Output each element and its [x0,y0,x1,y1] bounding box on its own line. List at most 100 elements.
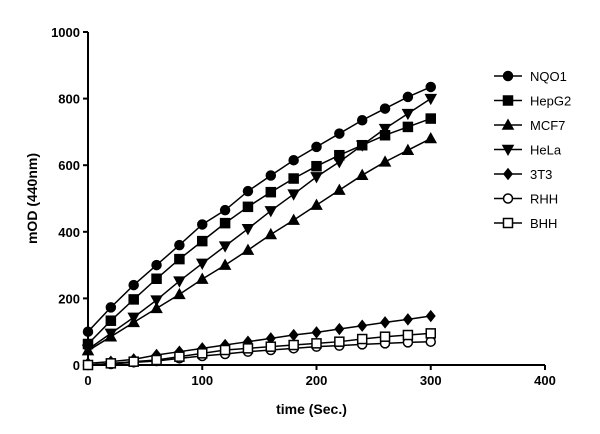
legend-marker-HepG2 [502,95,514,106]
data-point-BHH [219,344,231,356]
data-point-NQO1 [242,185,254,197]
data-point-MCF7 [218,258,232,270]
series-line-HepG2 [87,117,432,345]
data-point-BHH [265,341,277,352]
data-point-HeLa [424,93,438,106]
data-point-NQO1 [311,141,322,153]
data-point-3T3 [334,322,345,336]
legend-marker-MCF7 [501,118,515,130]
data-point-HeLa [173,276,186,288]
data-point-HeLa [378,123,392,136]
data-point-3T3 [311,326,322,339]
legend-label: BHH [530,216,557,231]
data-point-BHH [242,343,254,354]
data-point-BHH [334,336,345,347]
data-point-HeLa [333,157,346,169]
data-point-HeLa [355,140,369,152]
legend-label: NQO1 [530,69,567,84]
x-axis-label: time (Sec.) [276,401,347,417]
data-point-HepG2 [128,294,139,305]
data-point-HeLa [287,189,300,201]
data-point-HepG2 [311,160,322,172]
data-point-HeLa [218,241,232,253]
series-line-HeLa [87,97,432,350]
data-point-HeLa [150,295,163,307]
x-tick-label: 200 [306,373,328,388]
y-tick-label: 400 [58,225,80,240]
data-point-3T3 [425,309,436,323]
data-point-HepG2 [402,121,414,133]
data-point-HepG2 [288,173,299,184]
data-point-BHH [128,356,139,367]
data-point-NQO1 [402,91,414,103]
data-point-BHH [311,338,322,349]
data-point-BHH [425,328,436,339]
data-point-MCF7 [355,168,369,180]
data-point-3T3 [380,316,391,329]
legend-label: HepG2 [530,94,571,109]
data-point-NQO1 [105,302,117,313]
data-point-BHH [379,331,391,342]
data-point-HepG2 [242,201,254,213]
data-point-BHH [174,351,185,362]
y-tick-label: 1000 [51,25,80,40]
data-point-MCF7 [241,243,255,255]
data-point-MCF7 [150,301,163,314]
data-point-HeLa [310,172,323,184]
legend-marker-HeLa [501,144,515,157]
legend-label: HeLa [530,143,562,158]
data-point-MCF7 [310,198,323,210]
data-point-NQO1 [219,204,231,216]
data-point-NQO1 [174,239,185,251]
data-point-BHH [82,359,94,371]
data-point-MCF7 [195,272,209,284]
legend-label: 3T3 [530,167,552,182]
series-line-MCF7 [87,137,432,352]
legend-marker-NQO1 [502,70,514,82]
data-point-NQO1 [334,128,345,139]
y-tick-label: 200 [58,291,80,306]
data-point-NQO1 [425,81,436,93]
legend-marker-BHH [502,217,514,229]
data-point-NQO1 [265,170,277,181]
data-point-NQO1 [288,154,299,166]
data-point-MCF7 [173,287,186,300]
data-point-MCF7 [333,183,346,195]
legend-label: MCF7 [530,118,565,133]
x-tick-label: 400 [534,373,556,388]
data-point-BHH [151,354,162,366]
data-point-HeLa [264,206,278,218]
data-point-MCF7 [378,155,392,167]
data-point-HeLa [401,108,415,121]
data-point-BHH [402,329,414,341]
data-point-NQO1 [128,279,139,291]
data-point-HepG2 [197,235,208,247]
y-tick-label: 600 [58,158,80,173]
data-point-BHH [288,339,299,351]
data-point-3T3 [402,313,413,326]
legend-marker-RHH [502,193,514,204]
data-point-BHH [105,358,117,369]
data-point-HepG2 [265,186,277,198]
data-point-NQO1 [379,103,391,114]
x-tick-label: 300 [420,373,442,388]
y-tick-label: 0 [73,358,80,373]
data-point-HeLa [81,344,95,356]
data-point-NQO1 [197,219,208,230]
data-point-HepG2 [105,315,117,326]
series-line-BHH [87,332,431,366]
data-point-3T3 [357,319,368,332]
series-line-RHH [87,340,431,366]
data-point-NQO1 [356,114,368,126]
data-point-HeLa [195,258,209,270]
data-point-HeLa [104,328,118,340]
data-point-HepG2 [425,113,436,124]
data-point-MCF7 [401,143,415,155]
legend-label: RHH [530,192,558,207]
data-point-NQO1 [82,326,94,337]
data-point-HeLa [127,312,140,324]
x-tick-label: 0 [84,373,91,388]
data-point-HepG2 [174,253,185,265]
series-line-NQO1 [87,86,432,333]
